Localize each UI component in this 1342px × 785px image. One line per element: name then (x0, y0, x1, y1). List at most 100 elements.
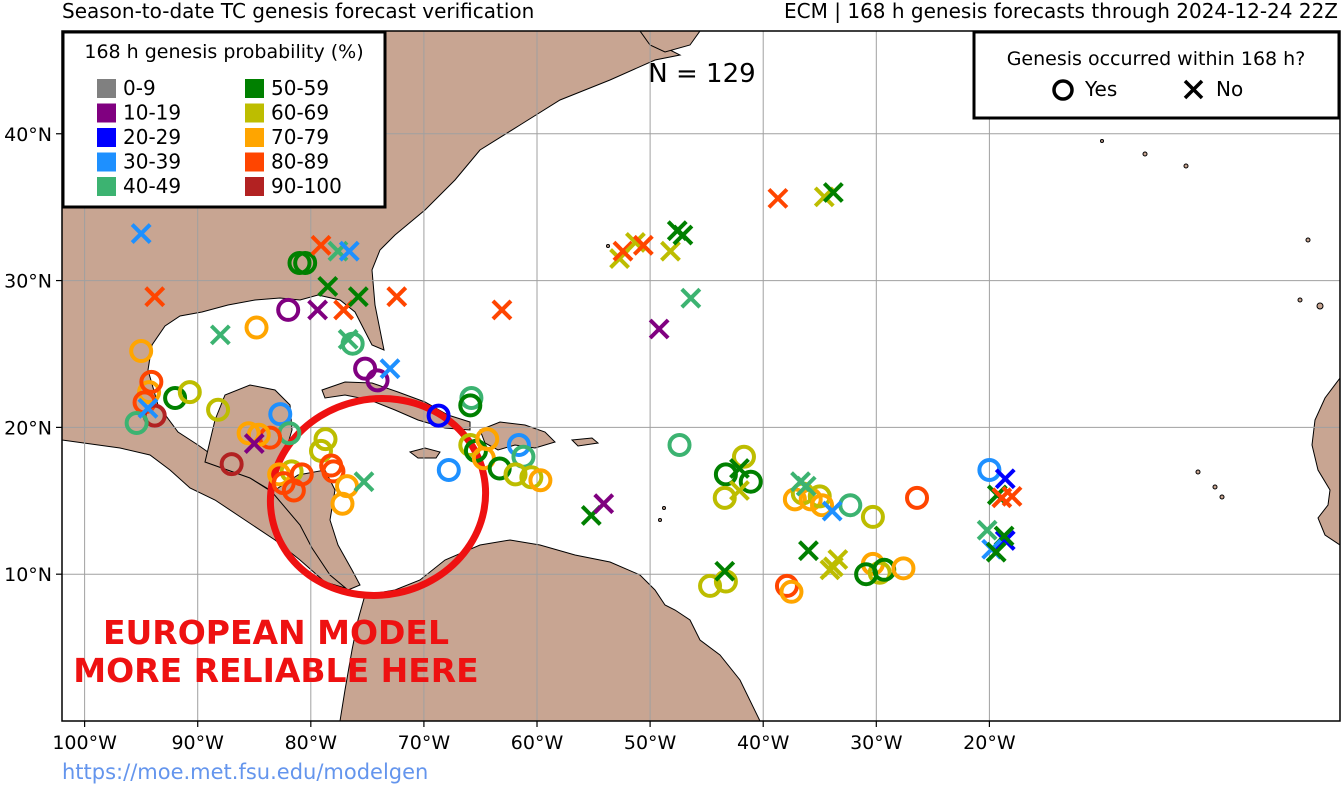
chart-title-right: ECM | 168 h genesis forecasts through 20… (784, 0, 1338, 23)
point-no (976, 519, 998, 541)
map-frame (61, 30, 1341, 722)
land-puerto-rico (570, 437, 600, 447)
point-yes (738, 469, 763, 494)
point-no (307, 299, 329, 321)
legend-swatch-80-89 (245, 152, 264, 172)
point-yes (268, 402, 293, 427)
land-africa (1311, 377, 1340, 546)
x-tick-label: 60°W (511, 732, 564, 754)
point-yes (426, 403, 451, 428)
y-tick-label: 30°N (4, 271, 52, 293)
legend-label-20-29: 20-29 (123, 125, 181, 149)
point-yes (528, 468, 553, 493)
legend-label-10-19: 10-19 (123, 101, 181, 125)
land-cuba (321, 381, 471, 431)
point-yes (810, 493, 835, 518)
point-yes (246, 422, 271, 447)
point-yes (293, 250, 318, 275)
legend-swatch-20-29 (97, 128, 116, 147)
legend-yes-marker (1052, 79, 1074, 101)
legend-label-30-39: 30-39 (123, 150, 181, 174)
point-no (632, 234, 654, 256)
point-no (243, 433, 265, 454)
point-yes (667, 433, 692, 457)
point-no (822, 182, 844, 203)
credit-link[interactable]: https://moe.met.fsu.edu/modelgen (62, 760, 428, 784)
point-no (994, 468, 1016, 490)
x-tick-label: 90°W (171, 732, 224, 754)
map-area (62, 31, 1340, 721)
point-no (985, 541, 1007, 563)
point-yes (206, 397, 231, 422)
point-no (491, 299, 513, 321)
outcome-legend-title: Genesis occurred within 168 h? (1007, 48, 1306, 70)
point-no (209, 324, 231, 346)
outcome-legend: Genesis occurred within 168 h? Yes No (972, 30, 1341, 120)
point-yes (219, 452, 244, 477)
point-yes (698, 573, 723, 598)
point-no (729, 480, 750, 501)
probability-legend-title: 168 h genesis probability (%) (84, 41, 363, 63)
point-no (1001, 485, 1023, 507)
legend-no-marker (1183, 79, 1204, 100)
annotation-line-1: EUROPEAN MODEL (103, 613, 449, 652)
point-yes (236, 421, 261, 446)
point-no (317, 276, 339, 297)
legend-swatch-60-69 (245, 103, 264, 123)
y-tick-label: 20°N (4, 417, 52, 439)
legend-swatch-0-9 (97, 79, 116, 98)
point-yes (860, 504, 885, 529)
point-yes (289, 462, 314, 487)
point-yes (276, 297, 301, 322)
point-yes (321, 459, 346, 484)
legend-swatch-40-49 (97, 177, 116, 196)
point-yes (475, 427, 500, 452)
legend-swatch-90-100 (245, 177, 264, 196)
x-tick-label: 100°W (52, 732, 117, 754)
point-no (819, 559, 841, 581)
small-islands (606, 139, 1324, 522)
highlight-circle (266, 395, 490, 599)
point-no (798, 540, 819, 562)
point-yes (177, 380, 202, 405)
y-axis-ticks: 10°N 20°N 30°N 40°N (4, 124, 62, 586)
legend-label-0-9: 0-9 (123, 76, 156, 100)
x-tick-label: 40°W (737, 732, 790, 754)
probability-legend: 168 h genesis probability (%) 0-910-1920… (61, 30, 387, 209)
land-newfoundland (639, 31, 701, 53)
x-tick-label: 30°W (850, 732, 903, 754)
legend-label-90-100: 90-100 (271, 174, 342, 198)
point-yes (891, 556, 916, 581)
legend-label-50-59: 50-59 (271, 76, 329, 100)
legend-swatch-30-39 (97, 152, 116, 172)
point-yes (905, 485, 930, 510)
point-no (821, 500, 843, 522)
point-yes (163, 386, 188, 411)
point-yes (779, 579, 804, 604)
point-no (767, 187, 789, 209)
legend-swatch-50-59 (245, 79, 264, 98)
point-no (310, 234, 332, 256)
legend-no-label: No (1216, 77, 1243, 101)
chart-title-left: Season-to-date TC genesis forecast verif… (62, 0, 534, 23)
legend-label-60-69: 60-69 (271, 101, 329, 125)
legend-swatch-10-19 (97, 103, 116, 123)
y-tick-label: 40°N (4, 124, 52, 146)
point-no (137, 397, 159, 419)
y-tick-label: 10°N (4, 564, 52, 586)
x-tick-label: 80°W (285, 732, 338, 754)
point-yes (854, 562, 879, 587)
forecast-points (124, 182, 1023, 604)
sample-size-label: N = 129 (648, 59, 755, 89)
point-no (593, 493, 615, 515)
point-yes (977, 457, 1002, 482)
legend-swatch-70-79 (245, 128, 264, 147)
point-yes (436, 457, 461, 482)
point-no (680, 287, 702, 309)
x-tick-label: 20°W (963, 732, 1016, 754)
x-tick-label: 50°W (624, 732, 677, 754)
point-no (648, 318, 670, 340)
point-yes (330, 491, 355, 516)
point-yes (506, 433, 531, 457)
